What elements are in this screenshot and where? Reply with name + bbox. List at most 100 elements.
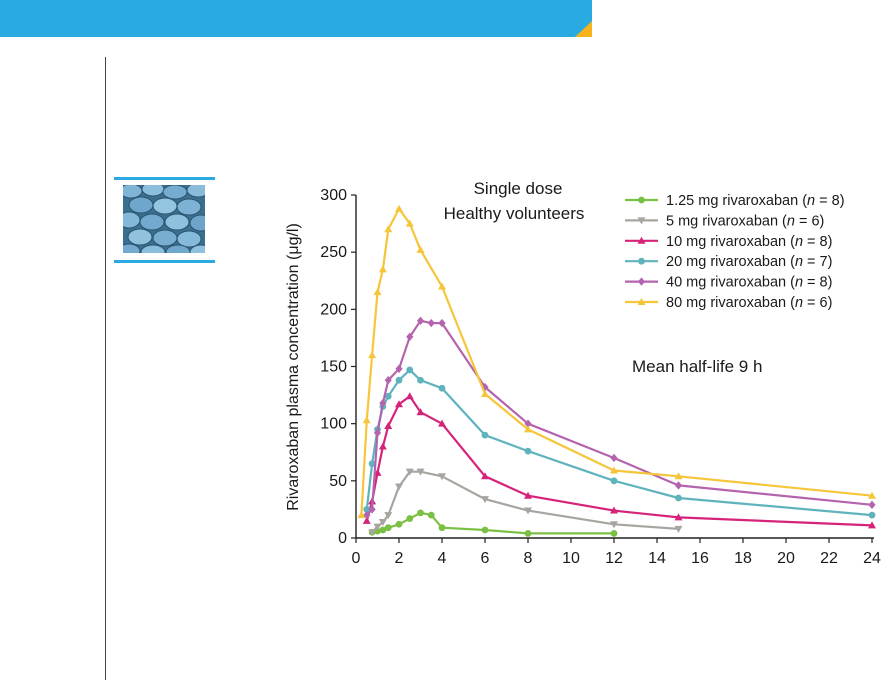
data-point (395, 483, 403, 491)
data-point (524, 491, 532, 499)
data-point (373, 288, 382, 296)
data-point (524, 419, 532, 428)
data-point (610, 466, 618, 474)
half-life-annotation: Mean half-life 9 h (632, 357, 762, 376)
data-point (378, 518, 387, 526)
x-tick-label: 8 (524, 550, 533, 567)
x-tick-label: 6 (481, 550, 490, 567)
data-point (405, 392, 414, 400)
data-point (406, 332, 414, 341)
legend-swatch-marker (638, 196, 645, 204)
data-point (362, 516, 371, 524)
data-point (416, 316, 425, 325)
y-tick-label: 150 (320, 359, 347, 376)
data-point (363, 506, 371, 513)
data-point (384, 421, 393, 429)
thumbnail-bottom-rule (114, 260, 215, 263)
chart-legend: 1.25 mg rivaroxaban (n = 8) 5 mg rivaroxa… (625, 193, 845, 311)
legend-swatch-marker (638, 257, 645, 265)
legend-label: 40 mg rivaroxaban (n = 8) (666, 275, 832, 291)
x-tick-label: 20 (777, 550, 795, 567)
data-point (384, 524, 392, 532)
data-point (438, 318, 446, 328)
data-point (417, 509, 424, 517)
left-divider (105, 57, 106, 680)
data-point (416, 245, 425, 253)
data-point (438, 473, 446, 481)
series-1 (368, 509, 618, 537)
data-point (373, 523, 382, 531)
data-point (384, 376, 392, 385)
y-tick-label: 100 (320, 416, 347, 433)
legend-swatch-marker (637, 298, 646, 305)
data-point (379, 526, 387, 534)
series-3 (362, 392, 876, 529)
legend-entry: 80 mg rivaroxaban (n = 6) (625, 295, 832, 311)
series-6 (357, 204, 876, 519)
data-point (481, 431, 489, 439)
legend-swatch-marker (637, 217, 646, 225)
data-point (395, 204, 403, 212)
data-point (395, 364, 403, 373)
data-point (674, 525, 683, 533)
series-4 (363, 366, 876, 519)
x-tick-label: 24 (863, 550, 881, 567)
series-line (371, 470, 679, 534)
data-point (868, 500, 876, 510)
data-point (427, 318, 435, 328)
x-tick-label: 0 (352, 550, 361, 567)
legend-swatch-marker (637, 277, 646, 286)
data-point (406, 515, 414, 522)
data-point (610, 530, 618, 537)
x-tick-label: 14 (648, 550, 666, 567)
banner-corner-accent (575, 21, 592, 37)
y-tick-label: 300 (320, 187, 347, 204)
data-point (438, 282, 446, 290)
chart-title-line-2: Healthy volunteers (444, 204, 585, 223)
y-tick-label: 200 (320, 301, 347, 318)
data-point (405, 219, 414, 227)
data-point (610, 477, 618, 485)
data-point (675, 494, 682, 502)
data-point (395, 520, 403, 528)
series-line (365, 368, 873, 517)
data-point (368, 505, 376, 514)
data-point (674, 481, 683, 490)
x-tick-label: 2 (395, 550, 404, 567)
data-point (416, 468, 425, 476)
thumbnail-top-rule (114, 177, 215, 180)
y-tick-label: 0 (338, 530, 347, 547)
data-point (524, 507, 532, 515)
data-point (674, 472, 683, 480)
legend-label: 10 mg rivaroxaban (n = 8) (666, 234, 832, 250)
data-point (395, 376, 403, 384)
data-point (406, 366, 414, 374)
data-point (384, 225, 393, 233)
x-tick-label: 10 (562, 550, 580, 567)
legend-entry: 20 mg rivaroxaban (n = 7) (625, 254, 832, 270)
data-point (610, 521, 618, 529)
data-point (524, 447, 532, 455)
series-line (365, 395, 873, 527)
data-point (481, 472, 489, 480)
data-point (368, 529, 377, 537)
series-line (365, 319, 873, 516)
x-tick-label: 12 (605, 550, 623, 567)
data-point (416, 408, 425, 416)
data-point (524, 530, 532, 537)
x-tick-label: 16 (691, 550, 709, 567)
y-axis-label: Rivaroxaban plasma concentration (μg/l) (285, 223, 302, 511)
legend-entry: 5 mg rivaroxaban (n = 6) (625, 213, 824, 229)
data-point (868, 491, 876, 499)
data-point (438, 384, 446, 392)
data-point (373, 428, 382, 438)
data-point (674, 513, 683, 521)
data-point (357, 511, 366, 519)
series-2 (368, 468, 683, 537)
legend-label: 20 mg rivaroxaban (n = 7) (666, 254, 832, 270)
data-point (379, 398, 387, 408)
data-point (481, 389, 489, 397)
top-banner (0, 0, 592, 37)
legend-label: 5 mg rivaroxaban (n = 6) (666, 213, 824, 229)
